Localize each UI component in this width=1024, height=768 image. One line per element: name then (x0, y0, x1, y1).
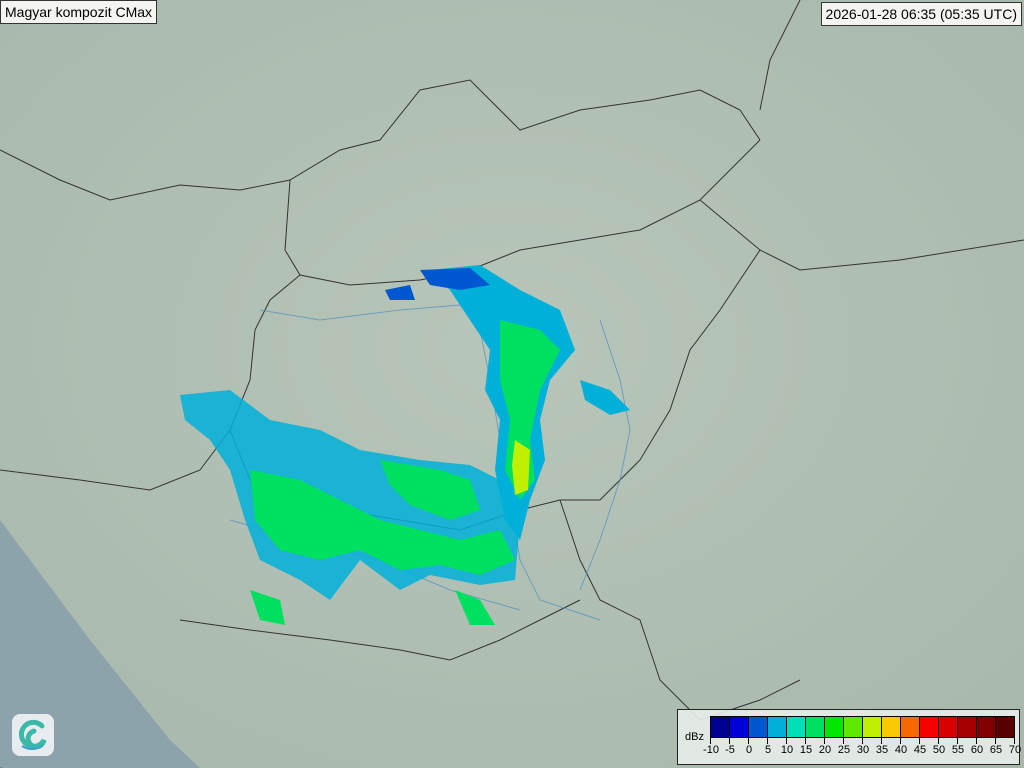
legend-tick-label: 20 (818, 744, 832, 756)
legend-tick-label: 0 (745, 744, 753, 756)
timestamp-label: 2026-01-28 06:35 (05:35 UTC) (820, 2, 1022, 26)
legend-swatch (863, 717, 882, 737)
legend-tick-label: 15 (799, 744, 813, 756)
legend-swatch (749, 717, 768, 737)
legend-tick-label: 60 (970, 744, 984, 756)
legend-tick-label: -10 (703, 744, 719, 756)
legend-tick (729, 738, 730, 744)
legend-tick (862, 738, 863, 744)
dbz-color-legend: dBz -10 -5 0 5 10 15 20 25 30 35 40 45 50 55 60 65 70 (677, 709, 1022, 765)
legend-tick-label: 50 (932, 744, 946, 756)
legend-tick (881, 738, 882, 744)
legend-swatch (825, 717, 844, 737)
legend-tick (919, 738, 920, 744)
legend-unit: dBz (685, 731, 704, 743)
legend-tick (805, 738, 806, 744)
legend-tick-label: 25 (837, 744, 851, 756)
legend-swatch (882, 717, 901, 737)
legend-tick-label: 5 (764, 744, 772, 756)
legend-tick-label: 45 (913, 744, 927, 756)
legend-swatch (768, 717, 787, 737)
legend-tick (1014, 738, 1015, 744)
legend-swatch (901, 717, 920, 737)
legend-tick-label: 35 (875, 744, 889, 756)
swirl-logo-icon (12, 714, 54, 756)
radar-echoes (180, 265, 630, 625)
legend-tick (938, 738, 939, 744)
legend-tick (976, 738, 977, 744)
legend-tick-label: 65 (989, 744, 1003, 756)
legend-swatch (711, 717, 730, 737)
legend-tick (786, 738, 787, 744)
legend-swatch (977, 717, 996, 737)
legend-swatch (844, 717, 863, 737)
legend-tick (767, 738, 768, 744)
adriatic-sea (0, 520, 200, 768)
legend-tick (995, 738, 996, 744)
legend-tick-label: 55 (951, 744, 965, 756)
legend-tick-label: 10 (780, 744, 794, 756)
legend-tick (748, 738, 749, 744)
legend-swatch (958, 717, 977, 737)
legend-tick-label: 30 (856, 744, 870, 756)
legend-swatch (996, 717, 1014, 737)
legend-swatch (806, 717, 825, 737)
product-title: Magyar kompozit CMax (0, 0, 158, 24)
legend-swatch (787, 717, 806, 737)
legend-tick (824, 738, 825, 744)
legend-tick (957, 738, 958, 744)
legend-tick (710, 738, 711, 744)
legend-swatch (730, 717, 749, 737)
legend-tick-label: 40 (894, 744, 908, 756)
legend-tick-label: -5 (725, 744, 735, 756)
legend-color-bar (710, 716, 1015, 738)
legend-swatch (920, 717, 939, 737)
legend-tick-label: 70 (1008, 744, 1022, 756)
legend-tick (843, 738, 844, 744)
legend-tick (900, 738, 901, 744)
legend-swatch (939, 717, 958, 737)
